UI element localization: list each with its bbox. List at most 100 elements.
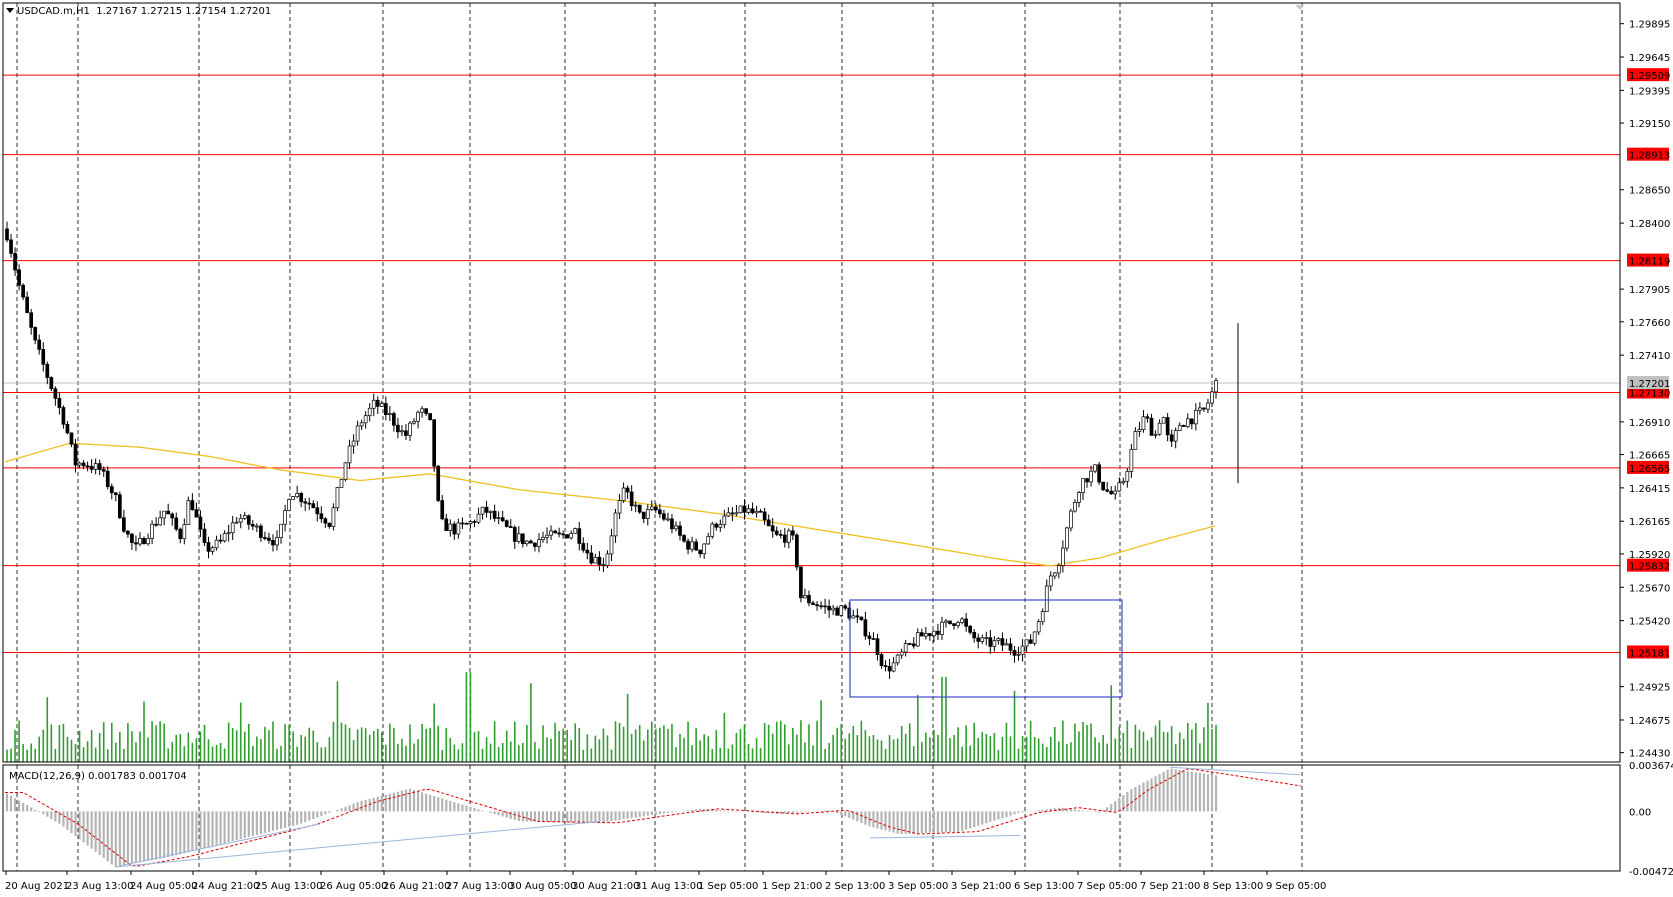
candle-body [198,516,203,530]
chart-shift-marker[interactable] [1295,5,1305,10]
candle-body [512,527,517,542]
price-tick-label: 1.25670 [1629,583,1670,594]
candle-body [1145,416,1150,419]
candle-body [722,515,727,525]
level-price-tag[interactable] [1627,253,1669,267]
candle-body [295,493,300,498]
candle-body [93,463,98,470]
level-price-tag[interactable] [1627,68,1669,82]
macd-axis: 0.003674 0.00 -0.00472 [1629,761,1673,878]
macd-trendline[interactable] [869,834,1021,839]
candle-body [327,522,332,527]
level-price-tag[interactable] [1627,460,1669,474]
candle-body [984,637,989,639]
macd-trendline[interactable] [114,821,601,868]
candle-body [956,622,960,626]
candle-body [815,604,819,607]
candle-body [706,536,711,545]
candle-body [561,533,565,536]
candle-body [238,518,243,523]
candle-body [516,533,521,542]
current-price-tag [1627,376,1669,390]
horizontal-levels[interactable] [3,74,1620,653]
price-tick-label: 1.29395 [1629,86,1670,97]
candle-body [549,530,553,536]
candle-body [525,540,529,545]
candle-body [122,517,126,532]
level-price-tag[interactable] [1627,147,1669,161]
candle-body [996,638,1001,642]
candle-body [496,517,501,519]
level-price-label: 1.27130 [1629,389,1670,400]
candle-body [113,492,118,496]
candle-body [686,540,690,550]
candle-body [436,465,441,501]
time-tick-label: 8 Sep 13:00 [1203,881,1263,892]
candle-body [339,479,344,488]
candle-body [641,511,646,519]
candle-body [375,399,380,407]
candle-body [601,564,606,567]
candle-body [101,469,106,472]
candle-body [291,496,295,500]
candle-body [1032,631,1037,644]
candle-body [1101,481,1106,491]
candle-body [593,556,598,564]
candle-body [250,524,255,527]
price-tick-label: 1.26665 [1629,451,1670,462]
price-tick-label: 1.25420 [1629,617,1670,628]
candle-body [645,509,650,519]
range-rectangle[interactable] [849,599,1123,698]
candle-body [194,509,199,518]
candle-body [742,505,747,513]
candle-body [234,521,239,524]
candle-body [827,605,831,611]
candle-body [271,540,275,546]
price-tick-label: 1.26415 [1629,484,1670,495]
time-tick-label: 24 Aug 05:00 [130,881,197,892]
candle-body [1177,425,1182,431]
candle-body [867,635,872,639]
candle-body [174,517,179,530]
candle-body [1121,480,1126,484]
candle-body [1056,565,1061,574]
level-price-tag[interactable] [1627,558,1669,572]
candle-body [774,530,779,535]
level-price-tag[interactable] [1627,645,1669,659]
macd-trendline[interactable] [119,823,321,867]
candle-body [275,537,279,546]
time-tick-label: 9 Sep 05:00 [1266,881,1326,892]
candle-body [847,607,852,619]
candle-body [13,253,17,271]
candle-body [577,528,582,544]
time-tick-label: 7 Sep 05:00 [1077,881,1137,892]
level-price-label: 1.25181 [1629,648,1670,659]
candle-body [359,422,364,427]
macd-panel-border [2,764,1621,872]
candle-body [1125,471,1130,482]
macd-trendline[interactable] [1169,766,1301,776]
candle-body [1077,492,1081,503]
time-tick-label: 3 Sep 05:00 [888,881,948,892]
candle-body [887,666,892,672]
candle-body [980,637,985,642]
candle-body [1073,502,1077,512]
candle-body [472,521,477,523]
candle-body [230,522,235,534]
candle-body [460,522,465,525]
candle-body [799,566,803,599]
time-tick-label: 30 Aug 21:00 [572,881,639,892]
candle-body [883,665,888,667]
candle-body [1214,380,1218,393]
candle-body [778,534,783,536]
collapse-triangle-icon[interactable] [6,8,14,13]
time-tick-label: 31 Aug 13:00 [635,881,702,892]
candle-body [1129,448,1134,472]
candle-body [1161,417,1166,424]
time-tick-label: 30 Aug 05:00 [509,881,576,892]
candle-body [424,408,428,414]
price-tick-label: 1.28650 [1629,186,1670,197]
candle-body [1157,422,1162,435]
candle-body [1065,527,1069,549]
